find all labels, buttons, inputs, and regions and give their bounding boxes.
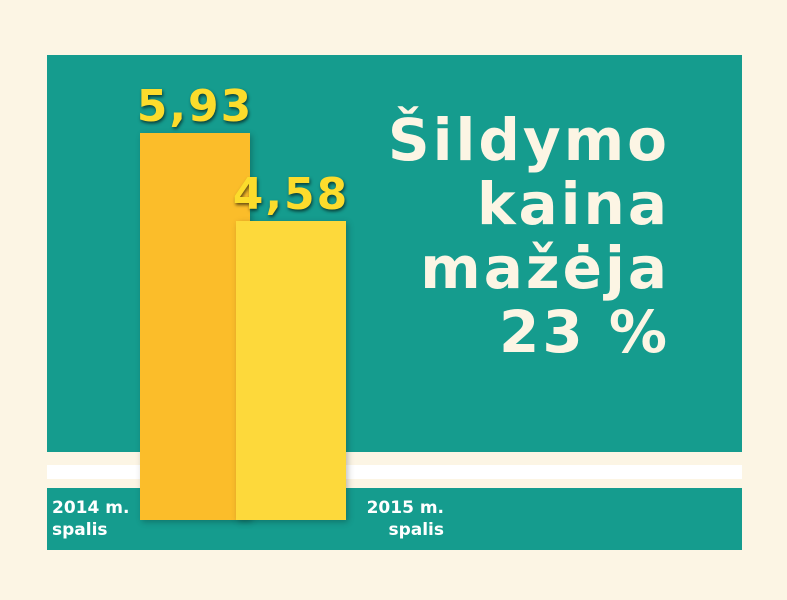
chart-title: Šildymo kaina mažėja 23 %	[387, 106, 670, 366]
bar	[140, 133, 250, 520]
value-label: 5,93	[136, 81, 254, 132]
category-label: 2014 m. spalis	[52, 498, 130, 540]
value-label: 4,58	[232, 169, 350, 221]
bar	[236, 221, 346, 520]
category-label: 2015 m. spalis	[366, 498, 444, 540]
